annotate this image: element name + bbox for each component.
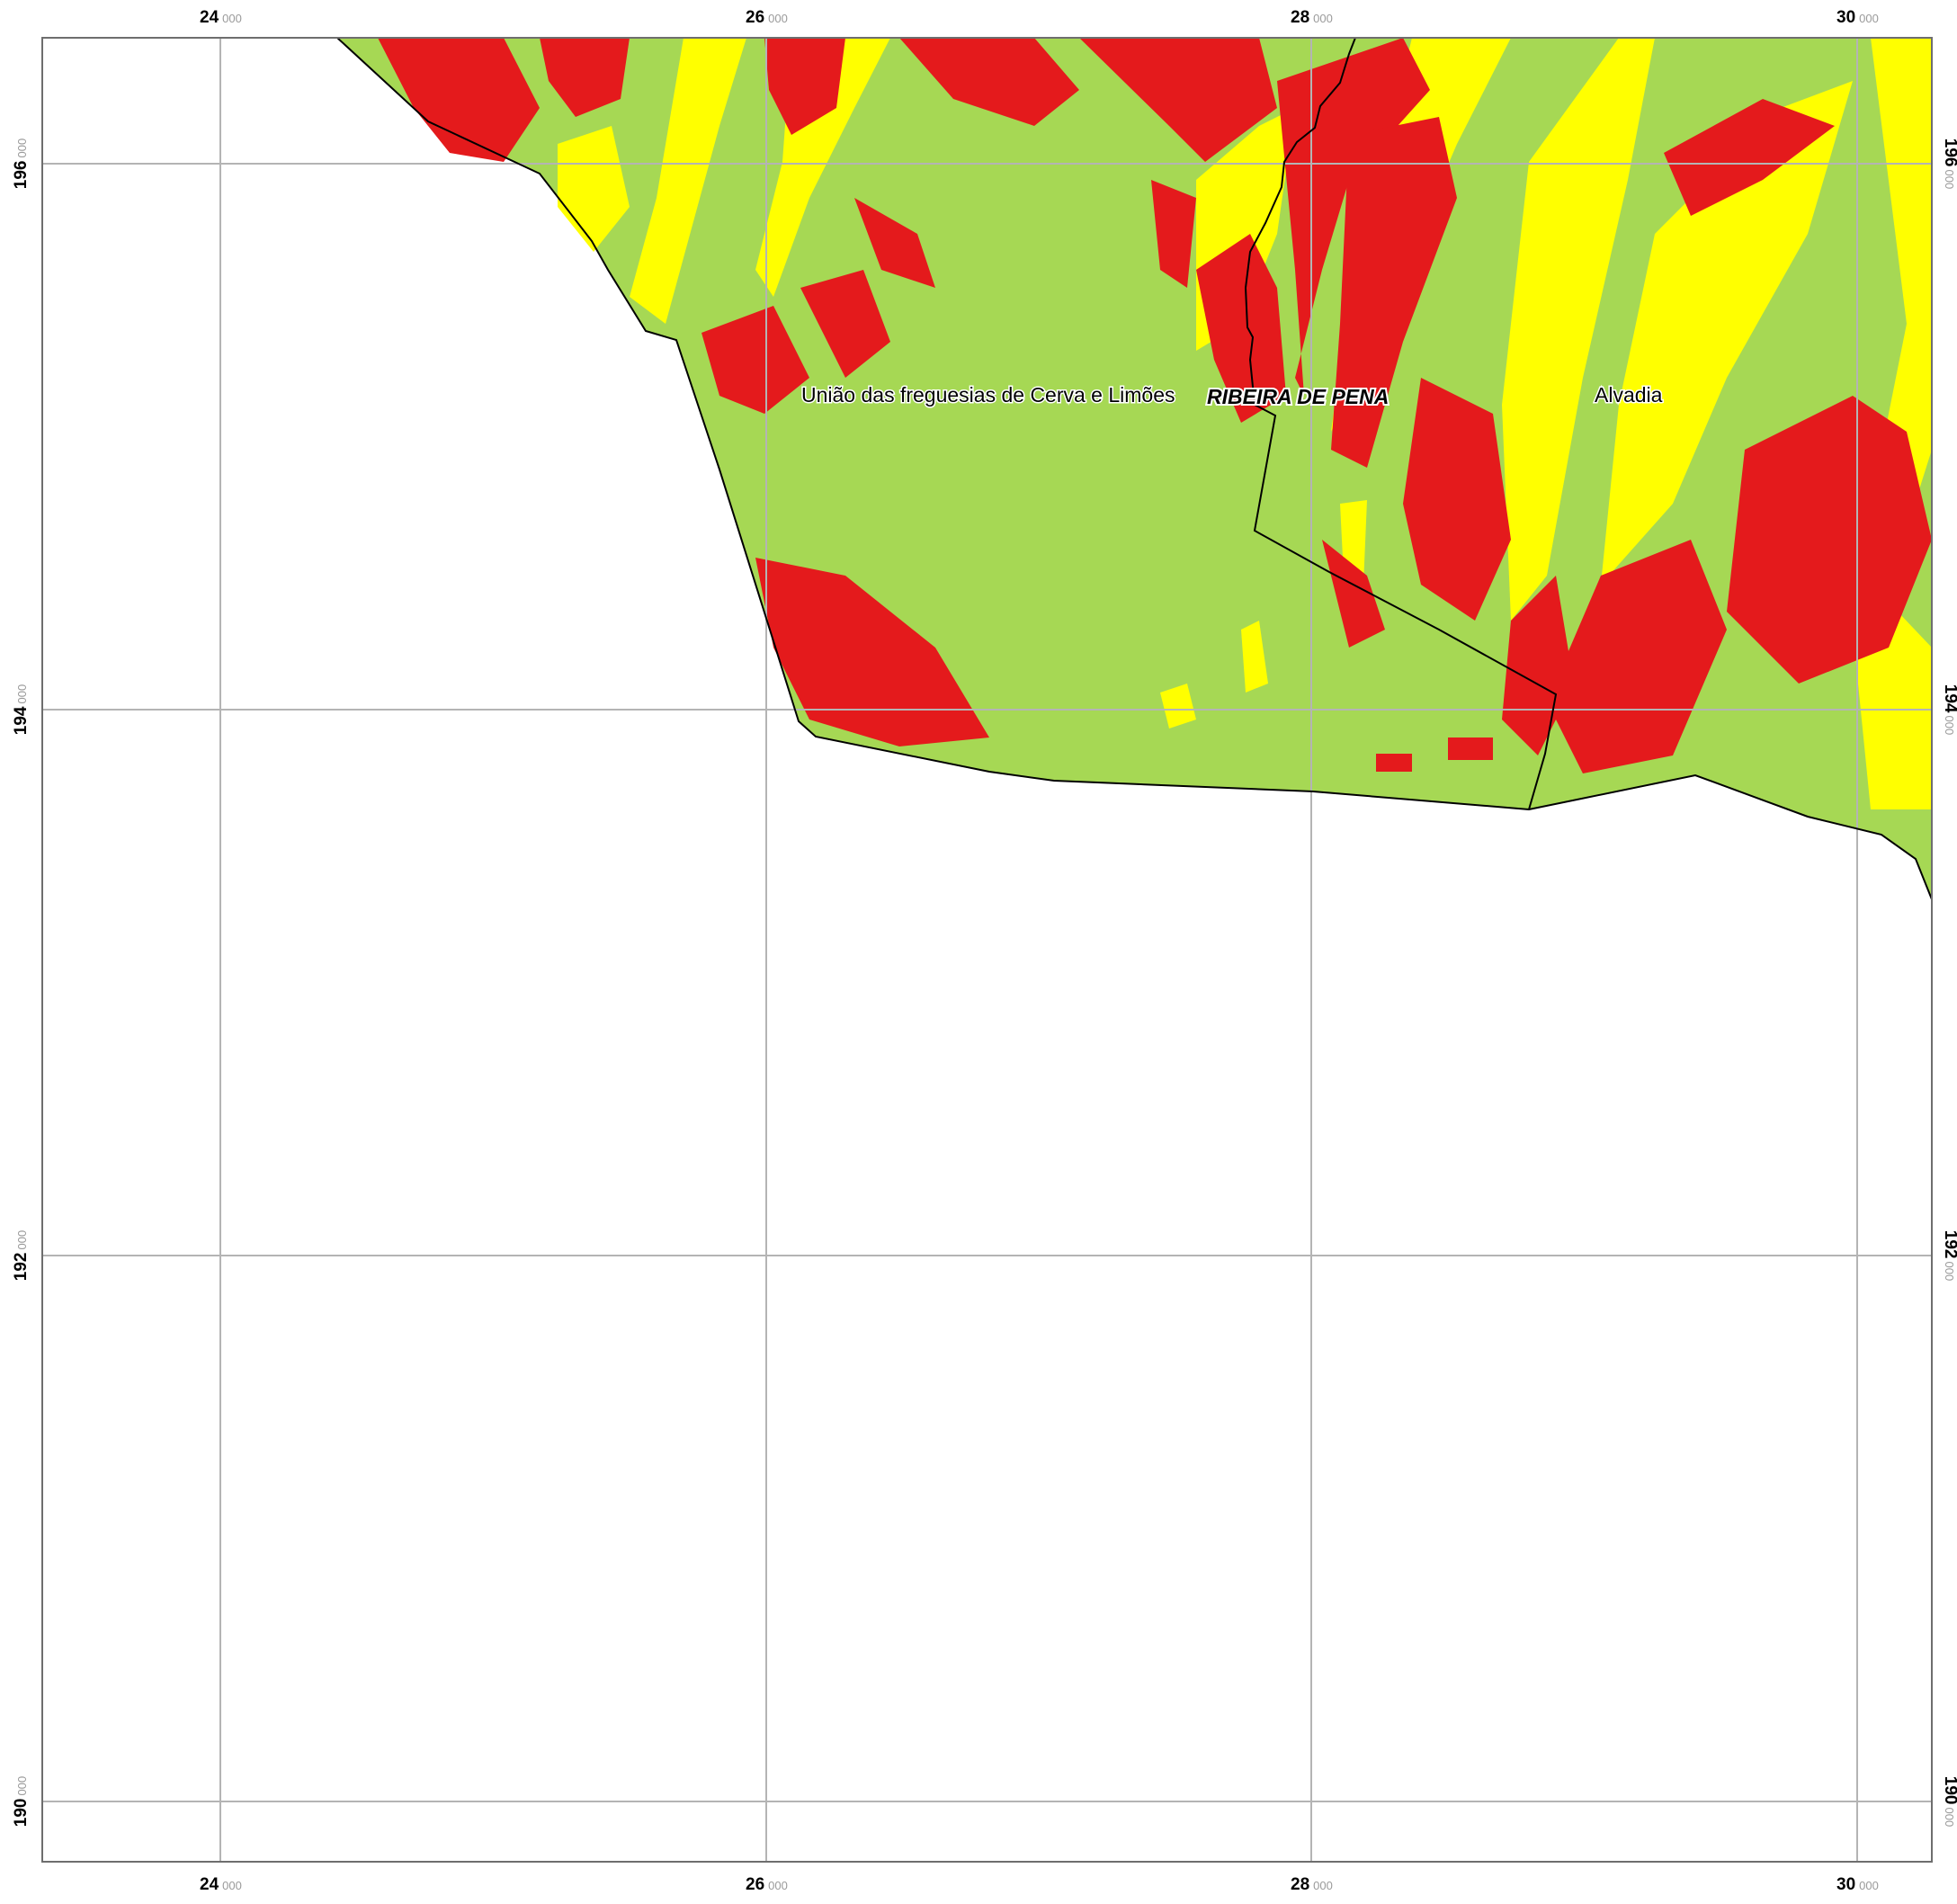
svg-text:192000: 192000 [12, 1230, 31, 1281]
class-patches [378, 38, 1932, 809]
x-coord-top-24-major: 24 [200, 8, 219, 27]
y-coord-left-194-minor: 000 [15, 684, 29, 704]
svg-text:194000: 194000 [12, 684, 31, 735]
red-patch [1079, 38, 1277, 162]
red-patch [1322, 540, 1385, 648]
y-coord-right-192-major: 192 [1941, 1230, 1957, 1259]
x-coord-top-28-minor: 000 [1313, 12, 1333, 25]
red-patch [755, 558, 989, 746]
svg-text:192000: 192000 [1941, 1230, 1957, 1281]
svg-text:196000: 196000 [12, 139, 31, 189]
yellow-band-patch [1241, 621, 1268, 693]
red-patch [1664, 99, 1835, 216]
svg-text:196000: 196000 [1941, 139, 1957, 189]
red-patch [378, 38, 540, 162]
x-coord-bottom-26-minor: 000 [768, 1879, 788, 1892]
x-coord-bottom-28-major: 28 [1291, 1875, 1309, 1894]
red-patch [540, 38, 630, 117]
left-coordinate-labels: 196000 194000 192000 190000 [12, 139, 31, 1827]
red-patch [1277, 38, 1430, 450]
red-patch [1376, 754, 1412, 772]
red-patch [1196, 234, 1286, 423]
x-coord-top-28-major: 28 [1291, 8, 1309, 27]
place-labels: União das freguesias de Cerva e Limões R… [800, 382, 1665, 411]
y-coord-right-190-major: 190 [1941, 1776, 1957, 1805]
red-patch [701, 306, 809, 414]
y-coord-right-194-minor: 000 [1943, 716, 1956, 736]
parish-label-alvadia: Alvadia [1595, 383, 1663, 407]
x-coord-bottom-30-minor: 000 [1859, 1879, 1879, 1892]
x-coord-top-26-minor: 000 [768, 12, 788, 25]
y-coord-left-190-major: 190 [12, 1799, 31, 1828]
red-patch [1151, 180, 1196, 288]
red-patch [1547, 540, 1727, 773]
y-coord-left-196-major: 196 [12, 161, 31, 190]
svg-text:190000: 190000 [1941, 1776, 1957, 1827]
land-classification-raster [337, 38, 1932, 899]
y-coord-left-192-minor: 000 [15, 1230, 29, 1250]
parish-boundary-line-west [1244, 37, 1558, 810]
red-patch [1331, 117, 1457, 468]
x-coord-bottom-26-major: 26 [746, 1875, 764, 1894]
y-coord-right-194-major: 194 [1941, 684, 1957, 713]
red-patch [1403, 378, 1511, 621]
red-patch [899, 38, 1079, 126]
y-coord-right-190-minor: 000 [1943, 1808, 1956, 1828]
x-coord-top-24-minor: 000 [222, 12, 242, 25]
red-patch [1448, 737, 1493, 760]
administrative-boundaries [336, 37, 1933, 900]
outer-boundary-line [336, 37, 1933, 900]
yellow-band-patch [1160, 684, 1196, 729]
y-coord-right-196-major: 196 [1941, 139, 1957, 167]
municipality-label-ribeira-de-pena: RIBEIRA DE PENA [1207, 385, 1389, 408]
red-patch [854, 198, 935, 288]
top-coordinate-labels: 24 000 26 000 28 000 30 000 [200, 8, 1879, 27]
x-coord-bottom-30-major: 30 [1836, 1875, 1855, 1894]
red-patch [764, 38, 845, 135]
x-coord-bottom-28-minor: 000 [1313, 1879, 1333, 1892]
svg-text:190000: 190000 [12, 1776, 31, 1827]
x-coord-top-30-minor: 000 [1859, 12, 1879, 25]
y-coord-left-194-major: 194 [12, 706, 31, 735]
svg-text:194000: 194000 [1941, 684, 1957, 735]
coordinate-grid [42, 38, 1932, 1862]
y-coord-right-192-minor: 000 [1943, 1262, 1956, 1282]
map-frame [41, 37, 1933, 1863]
x-coord-top-26-major: 26 [746, 8, 764, 27]
x-coord-bottom-24-major: 24 [200, 1875, 219, 1894]
x-coord-bottom-24-minor: 000 [222, 1879, 242, 1892]
y-coord-left-190-minor: 000 [15, 1776, 29, 1796]
y-coord-right-196-minor: 000 [1943, 170, 1956, 190]
right-coordinate-labels: 196000 194000 192000 190000 [1941, 139, 1957, 1827]
y-coord-left-196-minor: 000 [15, 139, 29, 158]
red-patch [1727, 396, 1932, 684]
x-coord-top-30-major: 30 [1836, 8, 1855, 27]
yellow-band-patch [630, 38, 746, 324]
red-patch [800, 270, 890, 378]
y-coord-left-192-major: 192 [12, 1253, 31, 1282]
parish-label-cerva-limoes: União das freguesias de Cerva e Limões [801, 383, 1175, 407]
yellow-band-patch [1502, 38, 1655, 621]
bottom-coordinate-labels: 24 000 26 000 28 000 30 000 [200, 1875, 1879, 1894]
yellow-band-patch [1601, 81, 1853, 585]
